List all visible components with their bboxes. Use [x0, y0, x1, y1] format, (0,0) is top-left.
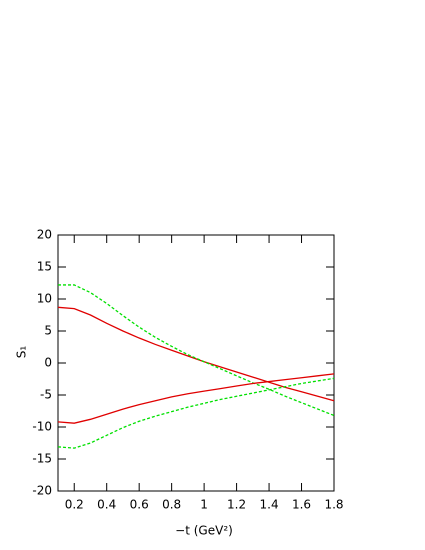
y-tick-label: 15 [37, 260, 52, 274]
plot-frame [57, 234, 335, 492]
y-tick-label: -15 [32, 452, 52, 466]
x-tick-label: 0.8 [162, 498, 181, 512]
x-tick-label: 1.4 [260, 498, 279, 512]
y-tick-label: 20 [37, 228, 52, 242]
y-tick-label: 5 [44, 324, 52, 338]
y-tick-label: -10 [32, 420, 52, 434]
y-tick-label: 0 [44, 356, 52, 370]
y-tick-label: 10 [37, 292, 52, 306]
x-axis-label: −t (GeV²) [175, 524, 233, 538]
series-line [58, 284, 335, 417]
x-tick-label: 1 [200, 498, 208, 512]
y-tick-label: -5 [40, 388, 52, 402]
y-tick-label: -20 [32, 484, 52, 498]
x-tick-label: 0.6 [130, 498, 149, 512]
series-line [57, 373, 335, 424]
y-axis-label: S₁ [15, 346, 29, 359]
x-tick-label: 0.4 [97, 498, 116, 512]
series-line [57, 306, 335, 402]
x-tick-label: 1.2 [227, 498, 246, 512]
x-tick-label: 1.6 [292, 498, 311, 512]
series-line [57, 377, 335, 449]
x-tick-label: 1.8 [324, 498, 343, 512]
x-tick-label: 0.2 [65, 498, 84, 512]
